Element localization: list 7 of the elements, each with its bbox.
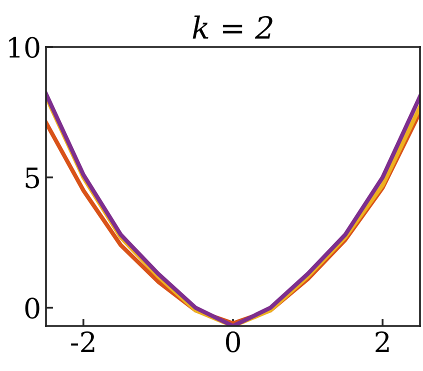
x-tick-label: 0 (226, 331, 240, 352)
chart-title: k = 2 (192, 15, 272, 39)
x-tick-label: 2 (376, 331, 389, 352)
y-tick-label: 0 (25, 298, 40, 319)
y-tick-label: 5 (26, 168, 39, 188)
y-tick-label: 10 (9, 36, 40, 58)
x-tick-label: -2 (71, 331, 94, 352)
